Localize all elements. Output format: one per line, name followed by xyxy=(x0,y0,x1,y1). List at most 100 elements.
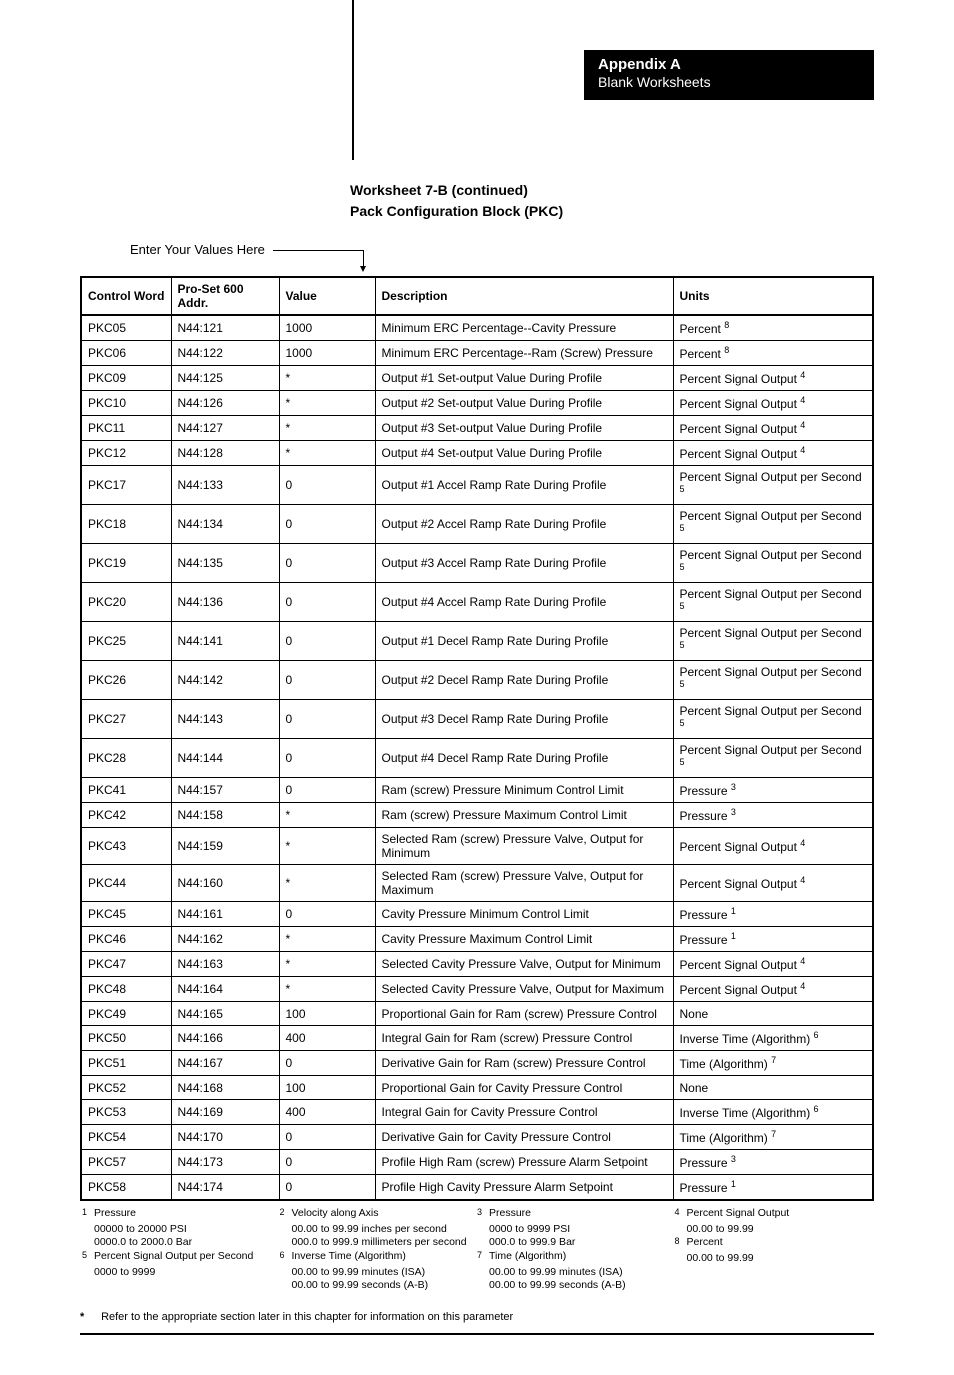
cell-value: * xyxy=(279,828,375,865)
cell-addr: N44:125 xyxy=(171,366,279,391)
cell-description: Cavity Pressure Maximum Control Limit xyxy=(375,927,673,952)
table-row: PKC49N44:165100Proportional Gain for Ram… xyxy=(81,1002,873,1026)
cell-description: Output #4 Accel Ramp Rate During Profile xyxy=(375,583,673,622)
cell-addr: N44:159 xyxy=(171,828,279,865)
cell-control-word: PKC41 xyxy=(81,778,171,803)
cell-addr: N44:160 xyxy=(171,865,279,902)
cell-units: Percent Signal Output per Second 5 xyxy=(673,583,873,622)
cell-control-word: PKC45 xyxy=(81,902,171,927)
cell-units: Percent 8 xyxy=(673,341,873,366)
footnote-number: 3 xyxy=(477,1207,489,1221)
cell-addr: N44:144 xyxy=(171,739,279,778)
footnote-item: 3Pressure xyxy=(477,1207,665,1221)
table-row: PKC50N44:166400Integral Gain for Ram (sc… xyxy=(81,1026,873,1051)
cell-units: Percent Signal Output 4 xyxy=(673,416,873,441)
footnote-col: 2Velocity along Axis00.00 to 99.99 inche… xyxy=(280,1207,478,1293)
footnote-title: Velocity along Axis xyxy=(292,1207,379,1221)
footnote-line: 0000 to 9999 PSI xyxy=(477,1223,665,1237)
cell-control-word: PKC52 xyxy=(81,1076,171,1100)
cell-control-word: PKC58 xyxy=(81,1175,171,1201)
cell-value: 0 xyxy=(279,1051,375,1076)
section-titles: Worksheet 7-B (continued) Pack Configura… xyxy=(350,180,874,222)
table-row: PKC28N44:1440Output #4 Decel Ramp Rate D… xyxy=(81,739,873,778)
cell-units: Percent Signal Output 4 xyxy=(673,441,873,466)
cell-units: Percent Signal Output 4 xyxy=(673,391,873,416)
cell-description: Integral Gain for Cavity Pressure Contro… xyxy=(375,1100,673,1125)
cell-control-word: PKC10 xyxy=(81,391,171,416)
appendix-subtitle: Blank Worksheets xyxy=(598,74,860,91)
table-row: PKC58N44:1740Profile High Cavity Pressur… xyxy=(81,1175,873,1201)
footnote-number: 5 xyxy=(82,1250,94,1264)
table-row: PKC51N44:1670Derivative Gain for Ram (sc… xyxy=(81,1051,873,1076)
footnote-line: 00000 to 20000 PSI xyxy=(82,1223,270,1237)
cell-description: Output #3 Set-output Value During Profil… xyxy=(375,416,673,441)
cell-units: Inverse Time (Algorithm) 6 xyxy=(673,1100,873,1125)
cell-addr: N44:121 xyxy=(171,315,279,341)
table-row: PKC57N44:1730Profile High Ram (screw) Pr… xyxy=(81,1150,873,1175)
cell-control-word: PKC25 xyxy=(81,622,171,661)
cell-description: Proportional Gain for Cavity Pressure Co… xyxy=(375,1076,673,1100)
cell-control-word: PKC11 xyxy=(81,416,171,441)
cell-description: Ram (screw) Pressure Minimum Control Lim… xyxy=(375,778,673,803)
cell-control-word: PKC49 xyxy=(81,1002,171,1026)
cell-value: 0 xyxy=(279,700,375,739)
cell-addr: N44:122 xyxy=(171,341,279,366)
cell-control-word: PKC48 xyxy=(81,977,171,1002)
cell-units: Inverse Time (Algorithm) 6 xyxy=(673,1026,873,1051)
footnote-number: 8 xyxy=(675,1236,687,1250)
footnote-title: Percent xyxy=(687,1236,723,1250)
cell-units: Percent Signal Output 4 xyxy=(673,865,873,902)
table-row: PKC10N44:126*Output #2 Set-output Value … xyxy=(81,391,873,416)
appendix-title: Appendix A xyxy=(598,56,860,74)
cell-description: Profile High Ram (screw) Pressure Alarm … xyxy=(375,1150,673,1175)
cell-value: * xyxy=(279,977,375,1002)
cell-value: 400 xyxy=(279,1026,375,1051)
cell-addr: N44:134 xyxy=(171,505,279,544)
cell-value: 400 xyxy=(279,1100,375,1125)
cell-units: Percent Signal Output per Second 5 xyxy=(673,739,873,778)
footnote-line: 00.00 to 99.99 seconds (A-B) xyxy=(280,1279,468,1293)
table-row: PKC09N44:125*Output #1 Set-output Value … xyxy=(81,366,873,391)
cell-control-word: PKC18 xyxy=(81,505,171,544)
enter-values-callout: Enter Your Values Here xyxy=(130,242,874,272)
cell-value: * xyxy=(279,441,375,466)
cell-units: Pressure 3 xyxy=(673,778,873,803)
vertical-rule xyxy=(352,0,354,160)
callout-arrow-icon xyxy=(363,250,364,268)
cell-description: Output #2 Set-output Value During Profil… xyxy=(375,391,673,416)
table-header-row: Control Word Pro-Set 600 Addr. Value Des… xyxy=(81,277,873,315)
footnote-col: 4Percent Signal Output00.00 to 99.998Per… xyxy=(675,1207,873,1293)
cell-addr: N44:126 xyxy=(171,391,279,416)
cell-units: Pressure 1 xyxy=(673,927,873,952)
cell-units: Pressure 1 xyxy=(673,1175,873,1201)
cell-control-word: PKC54 xyxy=(81,1125,171,1150)
cell-control-word: PKC20 xyxy=(81,583,171,622)
footnote-number: 6 xyxy=(280,1250,292,1264)
footnote-line: 0000 to 9999 xyxy=(82,1266,270,1280)
table-row: PKC27N44:1430Output #3 Decel Ramp Rate D… xyxy=(81,700,873,739)
cell-addr: N44:127 xyxy=(171,416,279,441)
cell-value: * xyxy=(279,927,375,952)
cell-control-word: PKC06 xyxy=(81,341,171,366)
footnote-item: 1Pressure xyxy=(82,1207,270,1221)
cell-description: Output #4 Set-output Value During Profil… xyxy=(375,441,673,466)
footnote-title: Pressure xyxy=(489,1207,531,1221)
table-row: PKC48N44:164*Selected Cavity Pressure Va… xyxy=(81,977,873,1002)
table-row: PKC45N44:1610Cavity Pressure Minimum Con… xyxy=(81,902,873,927)
cell-description: Minimum ERC Percentage--Cavity Pressure xyxy=(375,315,673,341)
cell-value: 0 xyxy=(279,583,375,622)
table-row: PKC05N44:1211000Minimum ERC Percentage--… xyxy=(81,315,873,341)
footnote-line: 000.0 to 999.9 millimeters per second xyxy=(280,1236,468,1250)
cell-control-word: PKC28 xyxy=(81,739,171,778)
cell-addr: N44:161 xyxy=(171,902,279,927)
cell-control-word: PKC51 xyxy=(81,1051,171,1076)
footnote-title: Percent Signal Output xyxy=(687,1207,790,1221)
footnote-number: 1 xyxy=(82,1207,94,1221)
cell-units: Percent Signal Output per Second 5 xyxy=(673,466,873,505)
cell-addr: N44:162 xyxy=(171,927,279,952)
cell-value: 100 xyxy=(279,1002,375,1026)
cell-units: None xyxy=(673,1002,873,1026)
cell-units: Percent 8 xyxy=(673,315,873,341)
cell-description: Output #3 Accel Ramp Rate During Profile xyxy=(375,544,673,583)
cell-control-word: PKC27 xyxy=(81,700,171,739)
